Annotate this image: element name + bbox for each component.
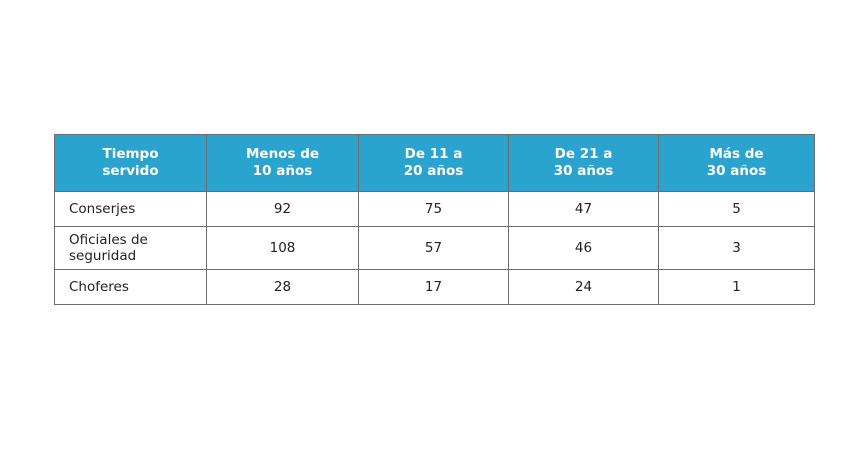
- header-text: De 11 a: [404, 146, 463, 162]
- table-cell: 28: [206, 269, 359, 305]
- table-cell: 1: [658, 269, 815, 305]
- table-cell: 57: [358, 226, 509, 270]
- data-table: Tiempo servido Menos de 10 años De 11 a …: [54, 134, 815, 305]
- header-mas-de-30: Más de 30 años: [658, 134, 815, 192]
- header-text: De 21 a: [554, 146, 613, 162]
- row-label: Conserjes: [54, 191, 207, 227]
- table-cell: 24: [508, 269, 659, 305]
- header-21-a-30: De 21 a 30 años: [508, 134, 659, 192]
- table-cell: 46: [508, 226, 659, 270]
- table-cell: 47: [508, 191, 659, 227]
- table-row: Oficiales de seguridad 108 57 46 3: [54, 226, 815, 270]
- table-cell: 5: [658, 191, 815, 227]
- header-text: Tiempo: [102, 146, 159, 162]
- table-row: Conserjes 92 75 47 5: [54, 191, 815, 227]
- header-text: 20 años: [403, 163, 464, 179]
- table-cell: 3: [658, 226, 815, 270]
- table-cell: 108: [206, 226, 359, 270]
- data-table-container: Tiempo servido Menos de 10 años De 11 a …: [54, 134, 815, 305]
- table-row: Choferes 28 17 24 1: [54, 269, 815, 305]
- header-text: 30 años: [553, 163, 614, 179]
- header-text: 10 años: [252, 163, 313, 179]
- header-row: Tiempo servido Menos de 10 años De 11 a …: [54, 134, 815, 192]
- header-menos-de-10: Menos de 10 años: [206, 134, 359, 192]
- header-text: servido: [102, 163, 159, 179]
- header-tiempo-servido: Tiempo servido: [54, 134, 207, 192]
- table-cell: 92: [206, 191, 359, 227]
- header-text: Menos de: [245, 146, 320, 162]
- header-11-a-20: De 11 a 20 años: [358, 134, 509, 192]
- header-text: 30 años: [706, 163, 767, 179]
- table-cell: 75: [358, 191, 509, 227]
- row-label: Choferes: [54, 269, 207, 305]
- table-header: Tiempo servido Menos de 10 años De 11 a …: [54, 134, 815, 192]
- table-cell: 17: [358, 269, 509, 305]
- table-body: Conserjes 92 75 47 5 Oficiales de seguri…: [54, 191, 815, 305]
- header-text: Más de: [709, 146, 764, 162]
- row-label: Oficiales de seguridad: [54, 226, 207, 270]
